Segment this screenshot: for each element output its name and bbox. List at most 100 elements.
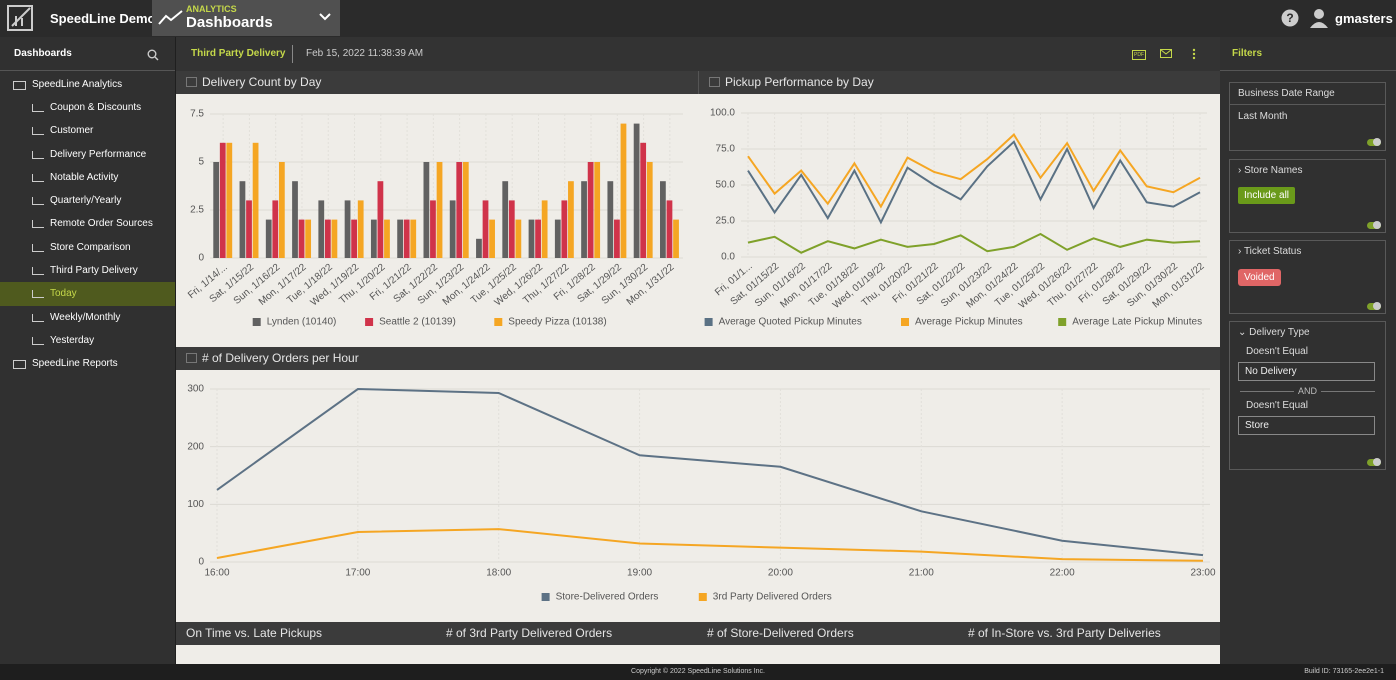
brand: SpeedLine Demo — [50, 11, 156, 26]
pdf-button[interactable]: PDF — [1132, 50, 1146, 60]
bar — [640, 142, 647, 258]
filter-value[interactable]: Last Month — [1238, 111, 1288, 122]
line-series — [216, 387, 1204, 557]
bar — [482, 200, 489, 258]
bar — [252, 142, 259, 258]
user-name[interactable]: gmasters — [1335, 11, 1393, 26]
y-tick-label: 0 — [198, 557, 204, 568]
bar — [403, 219, 410, 258]
app-switcher[interactable]: ANALYTICS Dashboards — [152, 0, 340, 36]
x-tick-label: 18:00 — [486, 568, 511, 579]
bar — [298, 219, 305, 258]
panel-title: # of Delivery Orders per Hour — [176, 347, 1220, 370]
tree-item[interactable]: Coupon & Discounts — [0, 96, 175, 119]
panel-title: Pickup Performance by Day — [698, 71, 1220, 94]
bar — [239, 181, 246, 258]
y-tick-label: 100.0 — [710, 108, 735, 119]
tree-item[interactable]: Third Party Delivery — [0, 259, 175, 282]
legend-label: Lynden (10140) — [267, 317, 337, 328]
toolbar: Third Party Delivery Feb 15, 2022 11:38:… — [176, 37, 1220, 71]
bar — [660, 181, 666, 258]
sidebar-header: Dashboards — [0, 37, 175, 71]
tree-item[interactable]: Store Comparison — [0, 236, 175, 259]
bar — [620, 123, 627, 258]
more-button[interactable] — [1191, 48, 1197, 62]
report-icon — [32, 243, 44, 252]
report-icon — [32, 290, 44, 299]
app-name: Dashboards — [186, 14, 273, 31]
panel-title-text: On Time vs. Late Pickups — [186, 626, 323, 640]
tree-group[interactable]: SpeedLine Reports — [0, 352, 175, 375]
tree-item[interactable]: Delivery Performance — [0, 143, 175, 166]
report-icon — [32, 127, 44, 136]
legend-swatch — [698, 593, 707, 601]
chart: 0 100 200 300 16:00 17:00 18:00 19:00 20:00 21:00… — [187, 384, 1216, 603]
toggle[interactable] — [1367, 138, 1381, 146]
tree-item[interactable]: Weekly/Monthly — [0, 306, 175, 329]
x-tick-label: 17:00 — [345, 568, 370, 579]
bar — [292, 181, 298, 258]
line-series — [216, 528, 1204, 562]
filter-title-text: Store Names — [1244, 165, 1303, 176]
legend-label: Seattle 2 (10139) — [379, 317, 456, 328]
sidebar: Dashboards SpeedLine Analytics Coupon & D… — [0, 37, 176, 664]
tree-item[interactable]: Customer — [0, 119, 175, 142]
bar — [666, 200, 673, 258]
tree-group[interactable]: SpeedLine Analytics — [0, 73, 175, 96]
module-label: ANALYTICS — [186, 4, 237, 14]
panel-title: Delivery Count by Day — [176, 71, 698, 94]
bar — [614, 219, 620, 258]
joiner-text: AND — [1298, 386, 1318, 396]
tree-item[interactable]: Yesterday — [0, 329, 175, 352]
copyright: Copyright © 2022 SpeedLine Solutions Inc… — [631, 668, 765, 675]
voided-tag[interactable]: Voided — [1238, 269, 1281, 286]
report-icon — [32, 173, 44, 182]
toggle[interactable] — [1367, 302, 1381, 310]
report-icon — [32, 336, 44, 345]
filter-title-text: Ticket Status — [1243, 246, 1302, 257]
filters-title: Filters — [1220, 37, 1396, 71]
tree-item[interactable]: Quarterly/Yearly — [0, 189, 175, 212]
y-tick-label: 0 — [198, 253, 204, 264]
panel-title-text: Delivery Count by Day — [202, 75, 322, 89]
bar — [587, 162, 594, 258]
user-icon[interactable] — [1309, 8, 1329, 28]
bar — [568, 181, 574, 258]
bar — [476, 238, 482, 258]
legend-swatch — [365, 318, 374, 326]
bar — [226, 142, 233, 258]
help-icon[interactable]: ? — [1281, 9, 1299, 27]
value-input[interactable]: No Delivery — [1238, 362, 1375, 381]
operator: Doesn't Equal — [1246, 400, 1308, 411]
search-icon[interactable] — [147, 49, 159, 61]
bar — [541, 200, 548, 258]
tree-item[interactable]: Remote Order Sources — [0, 212, 175, 235]
legend-label: 3rd Party Delivered Orders — [713, 592, 832, 603]
bar — [397, 219, 403, 258]
sidebar-title: Dashboards — [14, 48, 72, 59]
bar — [278, 162, 285, 258]
panel-title-text: # of In-Store vs. 3rd Party Deliveries — [968, 626, 1161, 640]
toggle[interactable] — [1367, 458, 1381, 466]
filter-delivery: ⌄ Delivery Type Doesn't Equal No Deliver… — [1229, 321, 1386, 470]
y-tick-label: 5 — [198, 157, 204, 168]
bar — [554, 219, 561, 258]
operator: Doesn't Equal — [1246, 346, 1308, 357]
panel-title-text: Pickup Performance by Day — [725, 75, 874, 89]
footer: Copyright © 2022 SpeedLine Solutions Inc… — [0, 664, 1396, 680]
bar — [462, 162, 469, 258]
filter-ticket: › Ticket Status Voided — [1229, 240, 1386, 314]
tree-item[interactable]: Today — [0, 282, 175, 306]
tree: SpeedLine Analytics Coupon & Discounts Cus… — [0, 73, 175, 375]
legend-label: Average Quoted Pickup Minutes — [719, 317, 862, 328]
value-input[interactable]: Store — [1238, 416, 1375, 435]
toggle[interactable] — [1367, 221, 1381, 229]
include-all-button[interactable]: Include all — [1238, 187, 1296, 204]
bar — [581, 181, 587, 258]
x-tick-label: 20:00 — [768, 568, 793, 579]
tree-item[interactable]: Notable Activity — [0, 166, 175, 189]
filter-date: Business Date Range Last Month — [1229, 82, 1386, 151]
email-button[interactable] — [1160, 49, 1172, 59]
legend-swatch — [252, 318, 261, 326]
